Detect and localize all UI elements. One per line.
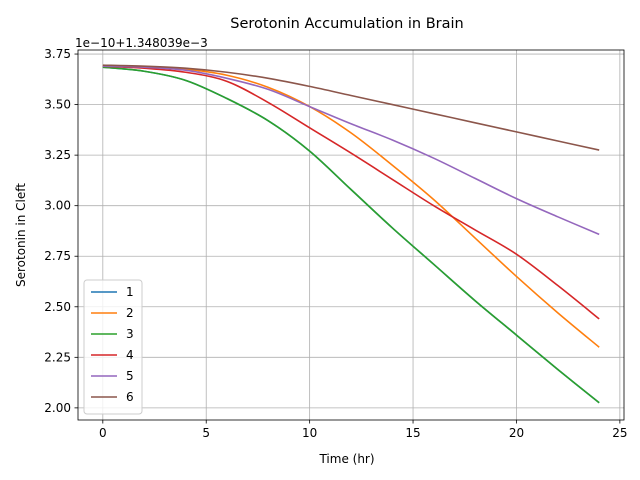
legend: 1 2 3 4 5 6 (83, 279, 143, 415)
series-line-6 (102, 64, 600, 151)
y-tick-label: 3.75 (44, 47, 71, 61)
series-line-4 (102, 65, 600, 320)
legend-label: 6 (126, 390, 134, 404)
legend-label: 2 (126, 306, 134, 320)
series-line-3 (102, 66, 600, 404)
series-line-2 (102, 65, 600, 348)
x-axis-ticks: 0 5 10 15 20 25 (99, 420, 628, 440)
plot-frame (77, 49, 625, 421)
y-tick-label: 3.50 (44, 98, 71, 112)
x-tick-label: 0 (99, 426, 107, 440)
y-axis-label: Serotonin in Cleft (14, 183, 28, 287)
series-lines (102, 64, 600, 404)
legend-label: 5 (126, 369, 134, 383)
legend-label: 1 (126, 285, 134, 299)
y-tick-label: 2.50 (44, 300, 71, 314)
y-tick-label: 2.25 (44, 350, 71, 364)
y-tick-label: 3.25 (44, 148, 71, 162)
y-axis-offset-text: 1e−10+1.348039e−3 (75, 36, 208, 50)
x-tick-label: 15 (405, 426, 420, 440)
series-line-5 (102, 65, 600, 236)
legend-label: 3 (126, 327, 134, 341)
y-tick-label: 2.00 (44, 401, 71, 415)
legend-label: 4 (126, 348, 134, 362)
x-axis-label: Time (hr) (318, 452, 374, 466)
y-tick-label: 3.00 (44, 199, 71, 213)
x-tick-label: 10 (302, 426, 317, 440)
x-tick-label: 25 (612, 426, 627, 440)
chart-title: Serotonin Accumulation in Brain (230, 16, 463, 32)
y-tick-label: 2.75 (44, 249, 71, 263)
x-tick-label: 5 (202, 426, 210, 440)
x-tick-label: 20 (509, 426, 524, 440)
y-axis-ticks: 2.00 2.25 2.50 2.75 3.00 3.25 3.50 3.75 (44, 47, 78, 415)
